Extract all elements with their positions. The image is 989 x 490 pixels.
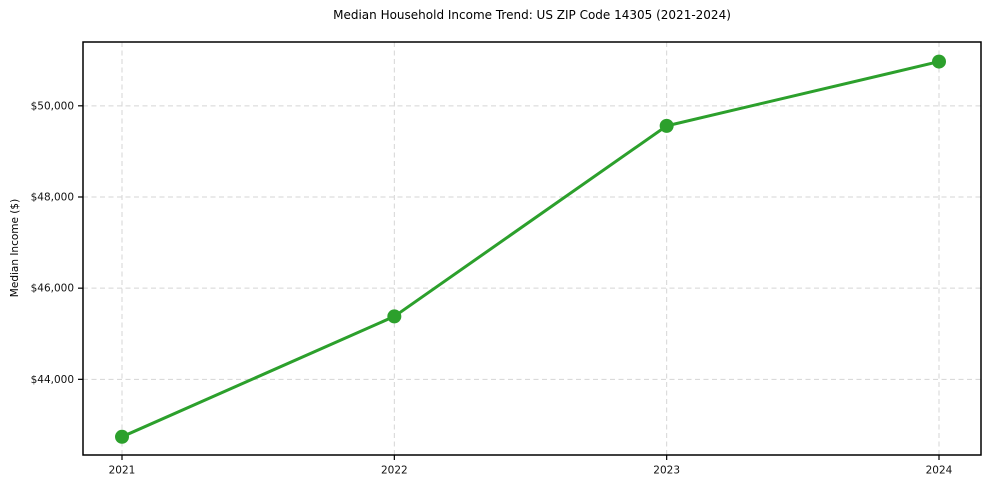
trend-line xyxy=(120,60,941,439)
x-tick-label: 2024 xyxy=(926,465,953,477)
x-tick-label: 2023 xyxy=(653,465,680,477)
plot-border xyxy=(82,41,982,456)
data-point xyxy=(659,118,674,133)
data-point xyxy=(387,309,402,324)
y-tick-label: $50,000 xyxy=(31,100,74,112)
y-tick-label: $44,000 xyxy=(31,374,74,386)
data-point xyxy=(115,429,129,444)
x-tick-label: 2022 xyxy=(381,465,408,477)
x-tick-label: 2021 xyxy=(109,465,136,477)
data-point xyxy=(932,54,946,69)
y-tick-label: $48,000 xyxy=(31,191,74,203)
y-tick-label: $46,000 xyxy=(31,283,74,295)
chart-title: Median Household Income Trend: US ZIP Co… xyxy=(333,8,731,22)
